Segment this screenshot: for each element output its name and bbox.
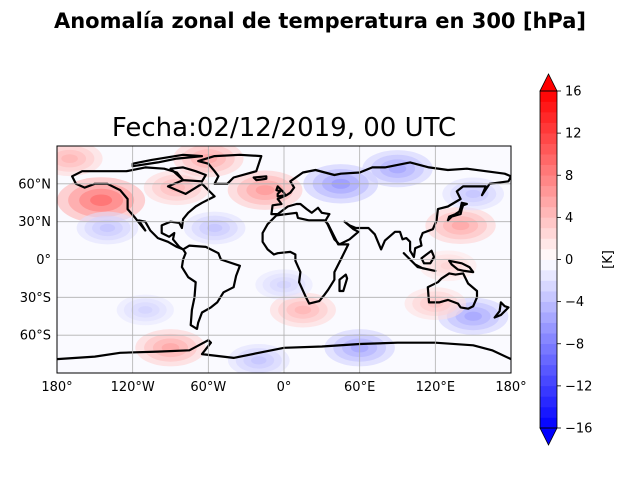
x-tick-label: 120°E (416, 380, 456, 395)
anomaly-cell (138, 306, 153, 314)
coastline-north-america (70, 166, 216, 251)
coastlines (57, 153, 511, 361)
colorbar-level (540, 143, 557, 155)
x-tick-labels: 180° 120°W 60°W 0° 60°E 120°E 180° (41, 380, 526, 395)
colorbar-level (540, 101, 557, 113)
coastline-indonesia (402, 252, 437, 272)
colorbar-level (540, 154, 557, 166)
x-tick-label: 60°E (344, 380, 375, 395)
colorbar-extend-max (539, 73, 558, 92)
colorbar-level (540, 312, 557, 323)
colorbar-tick-label: −12 (565, 379, 592, 394)
colorbar-extend-min (539, 427, 558, 446)
coastline-baffin (169, 166, 207, 183)
anomaly-cell (206, 223, 223, 233)
colorbar-level (540, 280, 557, 292)
coastline-madagascar (338, 273, 349, 293)
map-frame (56, 145, 512, 374)
y-tick-label: 60°S (20, 329, 51, 344)
x-tick-label: 180° (41, 380, 72, 395)
x-tick-label: 60°W (190, 380, 226, 395)
colorbar-level (540, 301, 557, 313)
colorbar-level (540, 196, 557, 208)
colorbar-level (540, 133, 557, 144)
y-tick-labels: 60°N 30°N 0° 30°S 60°S (18, 177, 51, 343)
y-tick-label: 30°S (20, 291, 51, 306)
y-tick-label: 60°N (18, 177, 51, 192)
colorbar: −16 −12 −8 −4 0 4 8 12 16 [K] (539, 73, 616, 446)
colorbar-level (540, 164, 557, 176)
colorbar-level (540, 385, 557, 397)
colorbar-levels (540, 91, 557, 429)
colorbar-tick-label: 4 (565, 211, 573, 226)
colorbar-level (540, 364, 557, 376)
colorbar-level (540, 185, 557, 197)
colorbar-level (540, 175, 557, 187)
colorbar-tick-label: −16 (565, 422, 592, 437)
map-title: Fecha:02/12/2019, 00 UTC (112, 113, 456, 143)
anomaly-cell (61, 154, 78, 163)
colorbar-level (540, 291, 557, 302)
anomaly-cell (255, 185, 275, 196)
x-tick-label: 180° (495, 380, 526, 395)
coastline-new-zealand (493, 301, 510, 319)
colorbar-level (540, 259, 557, 271)
coastline-greenland (197, 153, 263, 185)
anomaly-cell (294, 305, 312, 315)
colorbar-level (540, 322, 557, 334)
colorbar-level (540, 343, 557, 355)
colorbar-level (540, 206, 557, 218)
anomaly-cell (90, 194, 113, 206)
colorbar-level (540, 270, 557, 281)
anomaly-cell (465, 189, 481, 199)
gridlines (57, 146, 511, 373)
colorbar-level (540, 91, 557, 102)
colorbar-level (540, 122, 557, 134)
y-tick-label: 0° (36, 253, 51, 268)
y-tick-label: 30°N (18, 215, 51, 230)
coastline-new-guinea (448, 259, 475, 274)
anomaly-cell (464, 311, 482, 321)
coastline-arctic-islands (131, 153, 204, 168)
coastline-borneo (420, 249, 436, 265)
colorbar-level (540, 238, 557, 250)
colorbar-level (540, 248, 557, 260)
colorbar-level (540, 217, 557, 229)
colorbar-level (540, 354, 557, 366)
colorbar-level (540, 417, 557, 429)
colorbar-ticks: −16 −12 −8 −4 0 4 8 12 16 (557, 85, 592, 437)
colorbar-tick-label: 12 (565, 127, 582, 142)
colorbar-label: [K] (601, 250, 616, 269)
coastline-britain (275, 185, 287, 198)
anomaly-cell (99, 223, 116, 233)
x-tick-label: 0° (277, 380, 292, 395)
colorbar-level (540, 375, 557, 387)
coastline-south-america (180, 244, 241, 330)
map-panel: 180° 120°W 60°W 0° 60°E 120°E 180° 60°N 30°N 0° 3… (18, 145, 527, 395)
colorbar-level (540, 406, 557, 418)
anomaly-cell (451, 220, 470, 231)
colorbar-tick-label: 8 (565, 169, 573, 184)
colorbar-tick-label: −4 (565, 295, 584, 310)
colorbar-level (540, 227, 557, 239)
coastline-japan (446, 201, 468, 222)
x-tick-label: 120°W (111, 380, 155, 395)
colorbar-tick-label: −8 (565, 337, 584, 352)
anomaly-cell (251, 356, 267, 365)
colorbar-tick-label: 16 (565, 85, 582, 100)
colorbar-level (540, 333, 557, 345)
figure-suptitle: Anomalía zonal de temperatura en 300 [hP… (54, 9, 586, 33)
coastline-antarctica (57, 339, 511, 361)
colorbar-tick-label: 0 (565, 253, 573, 268)
colorbar-level (540, 112, 557, 123)
colorbar-level (540, 396, 557, 408)
coastline-iceland (252, 175, 268, 182)
